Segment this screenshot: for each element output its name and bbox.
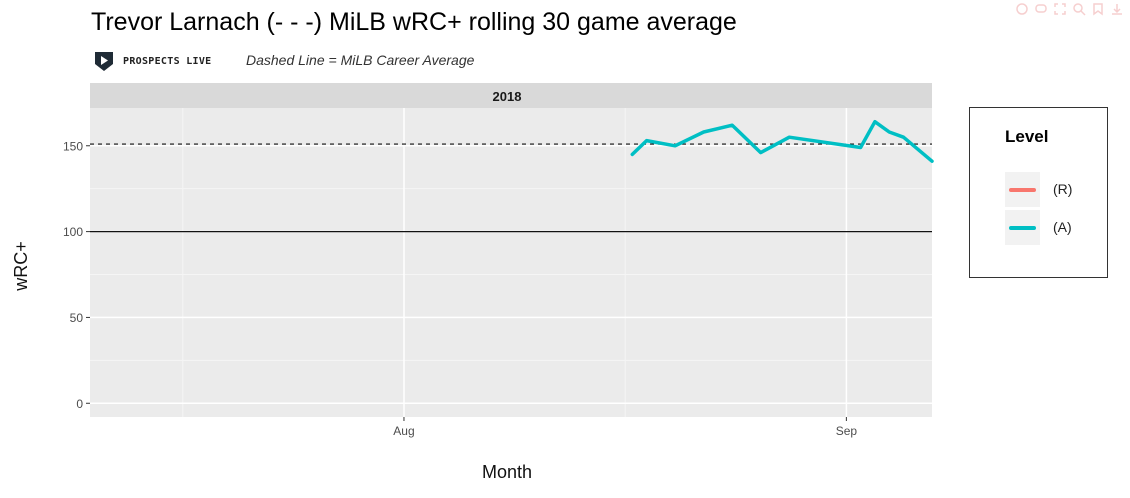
zoom-icon[interactable]	[1072, 2, 1086, 16]
series-line-a	[630, 119, 934, 163]
legend-title: Level	[1005, 127, 1049, 146]
comment-icon[interactable]	[1015, 2, 1029, 16]
legend: Level (R) (A)	[969, 107, 1108, 278]
toolbar	[1015, 2, 1124, 16]
y-axis-title: wRC+	[11, 241, 31, 292]
bookmark-icon[interactable]	[1091, 2, 1105, 16]
facet-strip	[90, 83, 932, 108]
chart-title: Trevor Larnach (- - -) MiLB wRC+ rolling…	[91, 8, 737, 36]
facet-label: 2018	[493, 89, 522, 104]
y-tick-label: 100	[63, 225, 83, 239]
play-shield-icon	[95, 52, 113, 71]
expand-icon[interactable]	[1053, 2, 1067, 16]
logo-text: PROSPECTS LIVE	[123, 55, 212, 67]
x-axis-title: Month	[482, 462, 532, 482]
chart-subtitle: Dashed Line = MiLB Career Average	[246, 52, 475, 68]
y-tick-label: 0	[76, 397, 83, 411]
legend-key-r	[1005, 172, 1040, 207]
download-icon[interactable]	[1110, 2, 1124, 16]
plot-panel	[90, 108, 932, 417]
legend-swatch-a	[1009, 226, 1036, 230]
legend-label-r: (R)	[1053, 181, 1073, 197]
reference-lines	[90, 143, 932, 233]
series-lines	[630, 119, 934, 163]
chat-icon[interactable]	[1034, 2, 1048, 16]
prospects-live-logo: PROSPECTS LIVE	[93, 50, 212, 72]
legend-swatch-r	[1009, 188, 1036, 192]
y-axis: 0 50 100 150	[63, 139, 90, 411]
y-tick-label: 50	[70, 311, 84, 325]
legend-label-a: (A)	[1053, 219, 1072, 235]
x-axis: Aug Sep	[393, 417, 857, 438]
y-tick-label: 150	[63, 139, 83, 153]
x-tick-label: Sep	[836, 424, 858, 438]
legend-key-a	[1005, 210, 1040, 245]
x-tick-label: Aug	[393, 424, 414, 438]
